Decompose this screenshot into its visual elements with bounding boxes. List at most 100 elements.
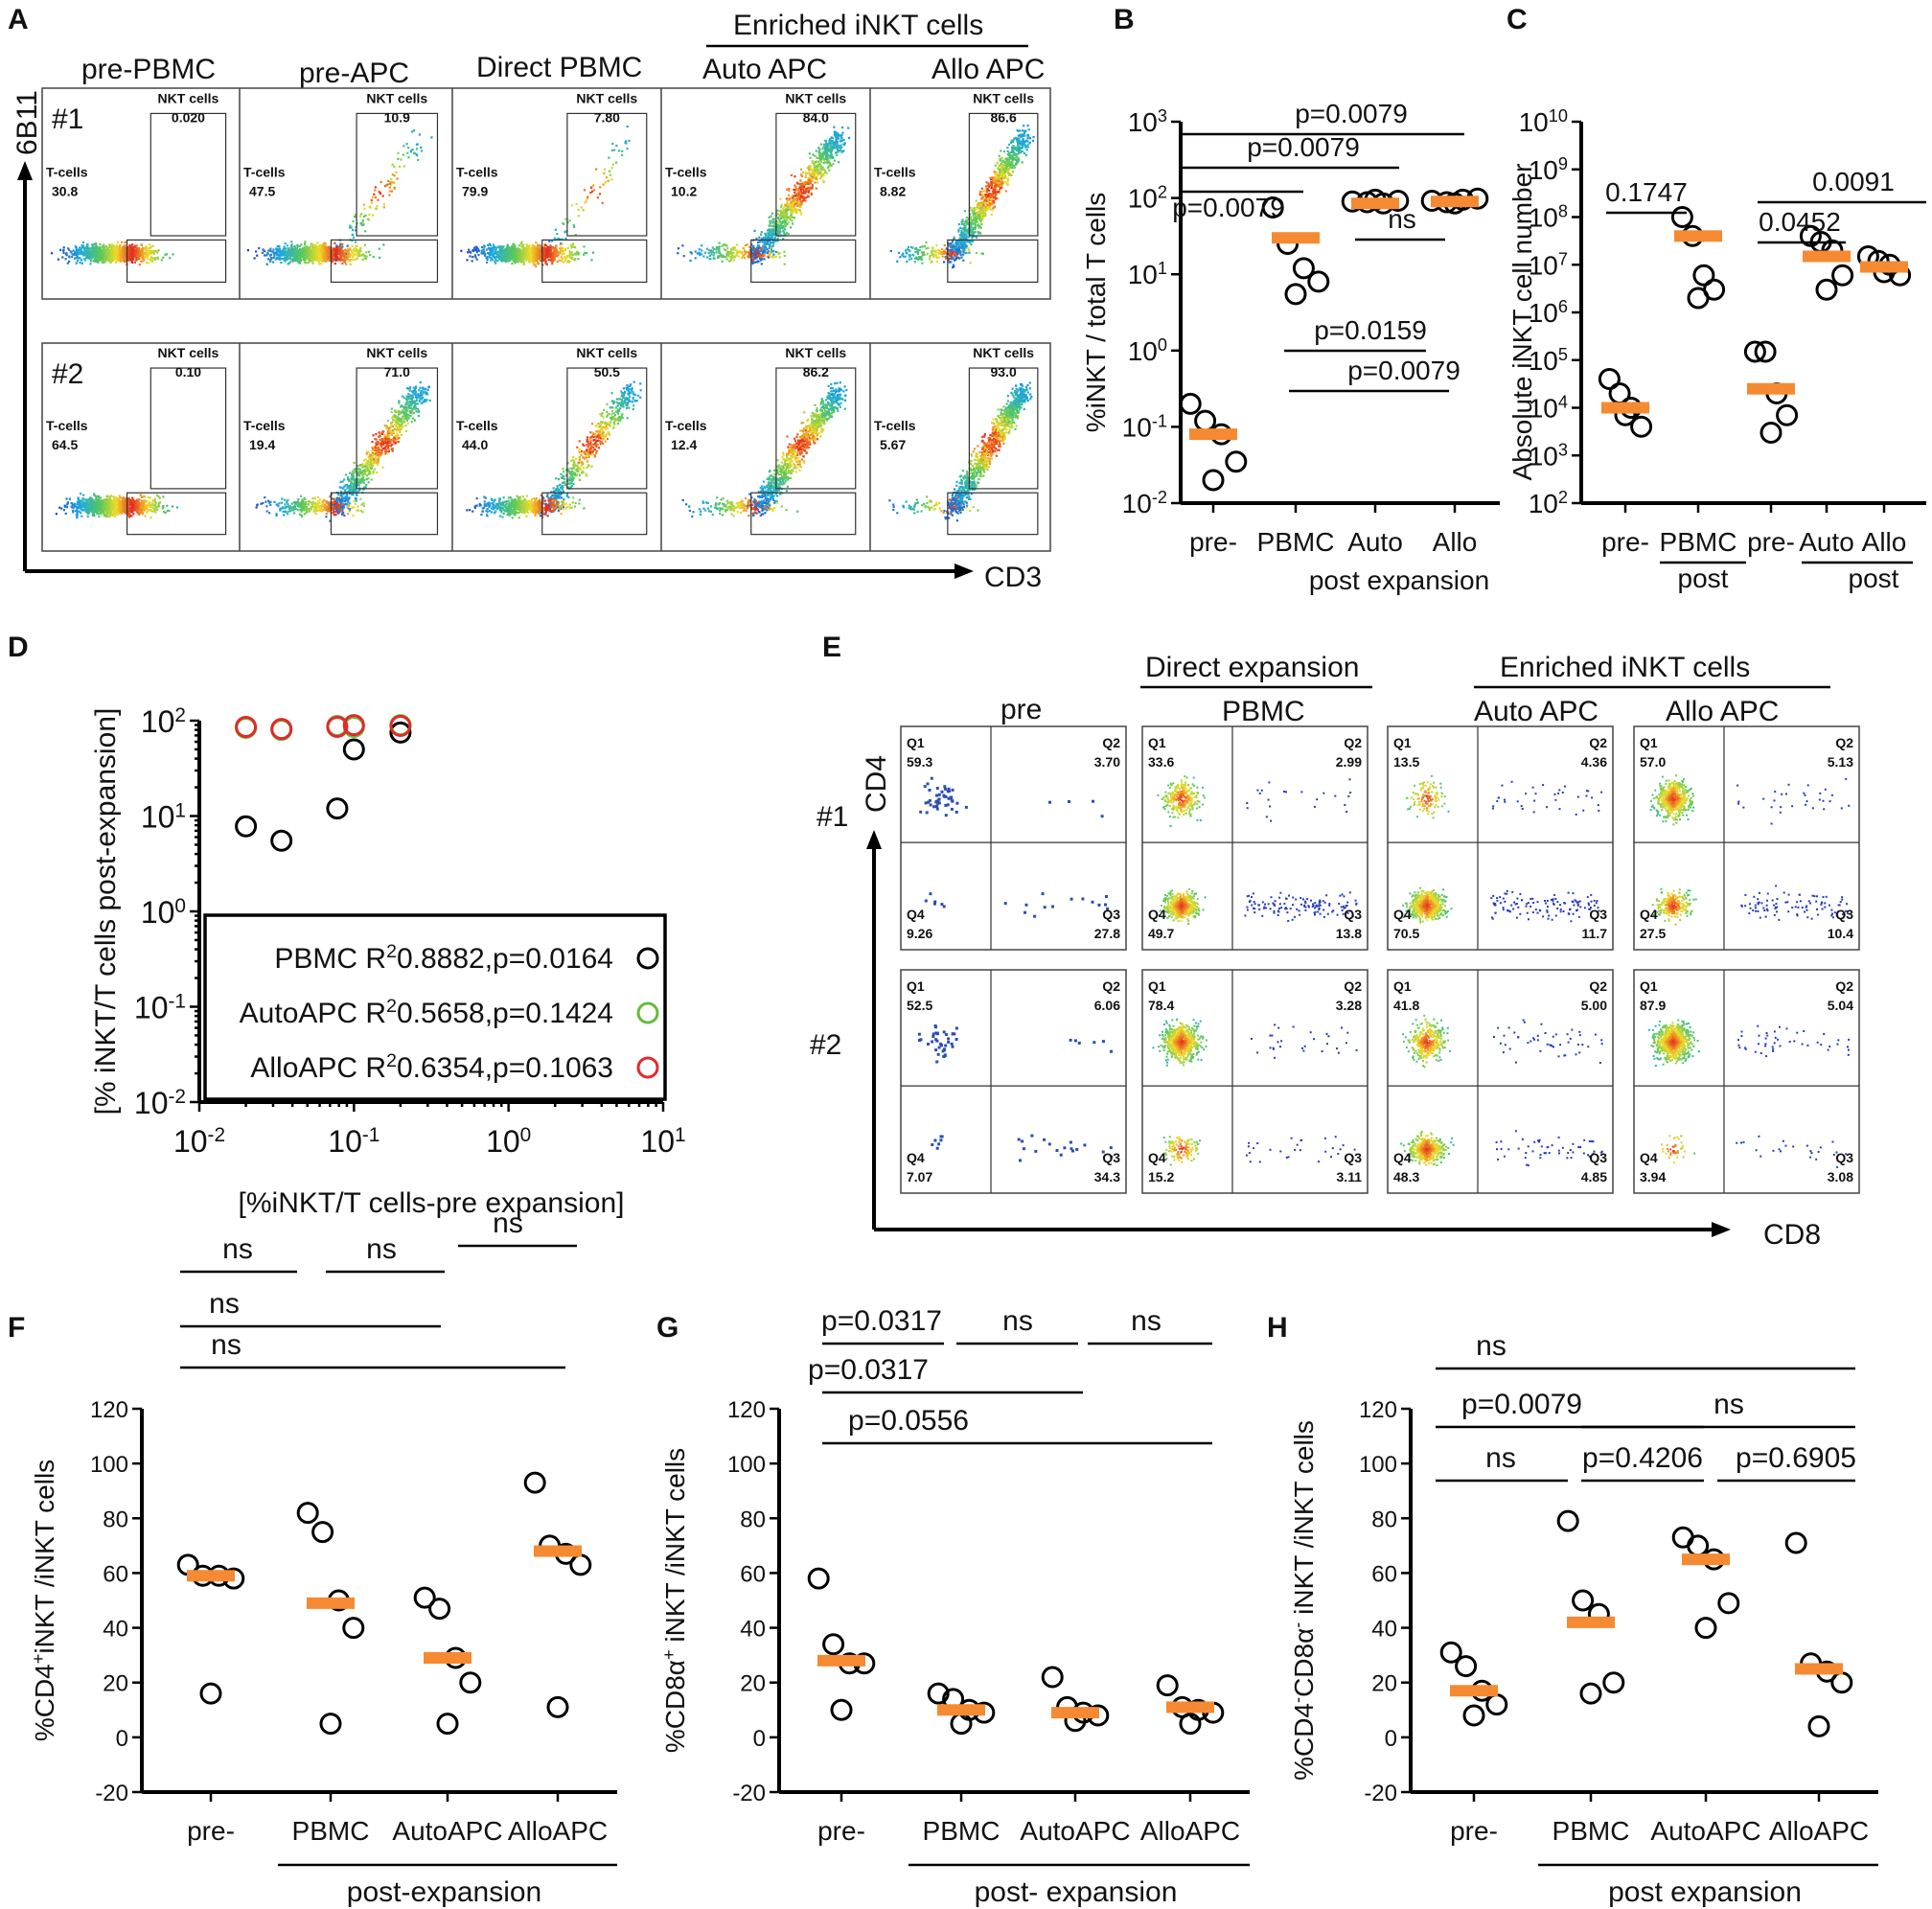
a-flow-dot <box>126 259 130 262</box>
a-flow-dot <box>343 258 346 262</box>
a-flow-dot <box>958 234 961 237</box>
a-flow-dot <box>476 248 480 251</box>
a-flow-dot <box>772 253 775 256</box>
a-flow-dot <box>769 244 771 247</box>
a-flow-dot <box>128 256 131 259</box>
a-flow-dot <box>718 245 721 248</box>
a-flow-dot <box>790 226 793 229</box>
a-flow-dot <box>336 249 339 252</box>
a-flow-dot <box>784 221 787 224</box>
a-flow-dot <box>553 257 556 260</box>
a-flow-dot <box>842 138 845 142</box>
a-flow-dot <box>767 249 770 253</box>
a-flow-dot <box>316 251 320 254</box>
a-flow-dot <box>628 139 631 142</box>
a-flow-dot <box>502 245 505 248</box>
a-flow-dot <box>489 243 492 246</box>
a-flow-dot <box>493 247 495 251</box>
a-flow-dot <box>563 222 565 225</box>
a-flow-dot <box>405 143 408 146</box>
a-flow-dot <box>323 252 326 255</box>
a-flow-dot <box>522 250 525 254</box>
a-flow-dot <box>788 190 791 193</box>
a-nkt-gate <box>356 112 439 237</box>
a-flow-dot <box>731 248 734 251</box>
a-flow-dot <box>574 234 577 237</box>
a-flow-dot <box>269 258 272 262</box>
a-flow-dot <box>539 257 541 260</box>
a-flow-dot <box>769 230 771 233</box>
a-flow-dot <box>823 152 826 155</box>
a-flow-dot <box>501 256 504 259</box>
a-flow-dot <box>80 247 83 250</box>
a-flow-dot <box>325 260 328 263</box>
a-flow-dot <box>80 249 82 252</box>
a-flow-dot <box>372 255 375 259</box>
a-flow-dot <box>799 168 803 171</box>
a-flow-dot <box>733 246 736 249</box>
a-flow-dot <box>324 244 327 247</box>
a-flow-dot <box>762 249 765 253</box>
a-flow-dot <box>413 151 416 154</box>
a-flow-dot <box>149 258 151 261</box>
a-flow-dot <box>980 216 983 218</box>
a-flow-dot <box>409 150 413 153</box>
a-flow-dot <box>1012 150 1015 153</box>
a-tcell-label: T-cells <box>46 164 88 179</box>
a-flow-dot <box>94 255 97 258</box>
a-flow-dot <box>283 245 286 248</box>
a-flow-dot <box>828 145 832 148</box>
a-flow-dot <box>811 185 814 188</box>
a-flow-dot <box>538 250 540 253</box>
a-flow-dot <box>806 167 809 170</box>
a-flow-dot <box>80 244 83 247</box>
a-flow-dot <box>295 258 298 261</box>
a-flow-dot <box>150 252 152 255</box>
a-flow-dot <box>763 250 767 253</box>
a-flow-dot <box>65 252 68 255</box>
a-flow-dot <box>335 244 338 247</box>
a-flow-dot <box>760 263 763 265</box>
a-flow-dot <box>718 250 721 253</box>
a-flow-dot <box>840 139 842 142</box>
a-tcell-value: 10.2 <box>671 183 697 198</box>
a-flow-dot <box>764 233 768 236</box>
a-flow-dot <box>526 245 529 248</box>
a-flow-dot <box>921 245 924 248</box>
a-flow-dot <box>518 248 520 251</box>
a-flow-dot <box>374 189 377 192</box>
a-flow-dot <box>369 254 372 257</box>
a-flow-dot <box>677 247 680 250</box>
a-flow-dot <box>113 248 117 251</box>
a-flow-dot <box>596 196 599 199</box>
a-flow-dot <box>139 251 142 254</box>
a-flow-dot <box>492 243 494 246</box>
a-flow-dot <box>783 210 786 213</box>
a-flow-dot <box>282 254 285 257</box>
a-flow-dot <box>826 144 829 147</box>
a-flow-dot <box>744 253 747 256</box>
a-flow-dot <box>489 248 492 251</box>
a-flow-dot <box>382 243 385 246</box>
a-flow-dot <box>729 256 732 259</box>
a-flow-dot <box>475 258 478 261</box>
a-flow-dot <box>889 249 892 253</box>
a-flow-dot <box>393 181 396 184</box>
a-flow-dot <box>121 255 124 258</box>
a-flow-dot <box>309 258 311 261</box>
a-flow-dot <box>314 257 317 260</box>
a-flow-dot <box>816 170 819 172</box>
a-flow-dot <box>949 257 952 261</box>
a-flow-dot <box>306 252 309 255</box>
a-flow-dot <box>103 261 105 264</box>
a-flow-dot <box>809 166 812 170</box>
a-flow-dot <box>574 252 577 255</box>
a-flow-dot <box>923 244 927 248</box>
a-flow-dot <box>793 189 795 192</box>
a-flow-plot-1-5 <box>889 124 1035 269</box>
a-flow-dot <box>750 254 753 257</box>
a-flow-dot <box>807 176 810 180</box>
a-flow-dot <box>351 256 354 259</box>
panel-a: A pre-PBMC pre-APC Direct PBMC Enriched … <box>8 4 1051 593</box>
